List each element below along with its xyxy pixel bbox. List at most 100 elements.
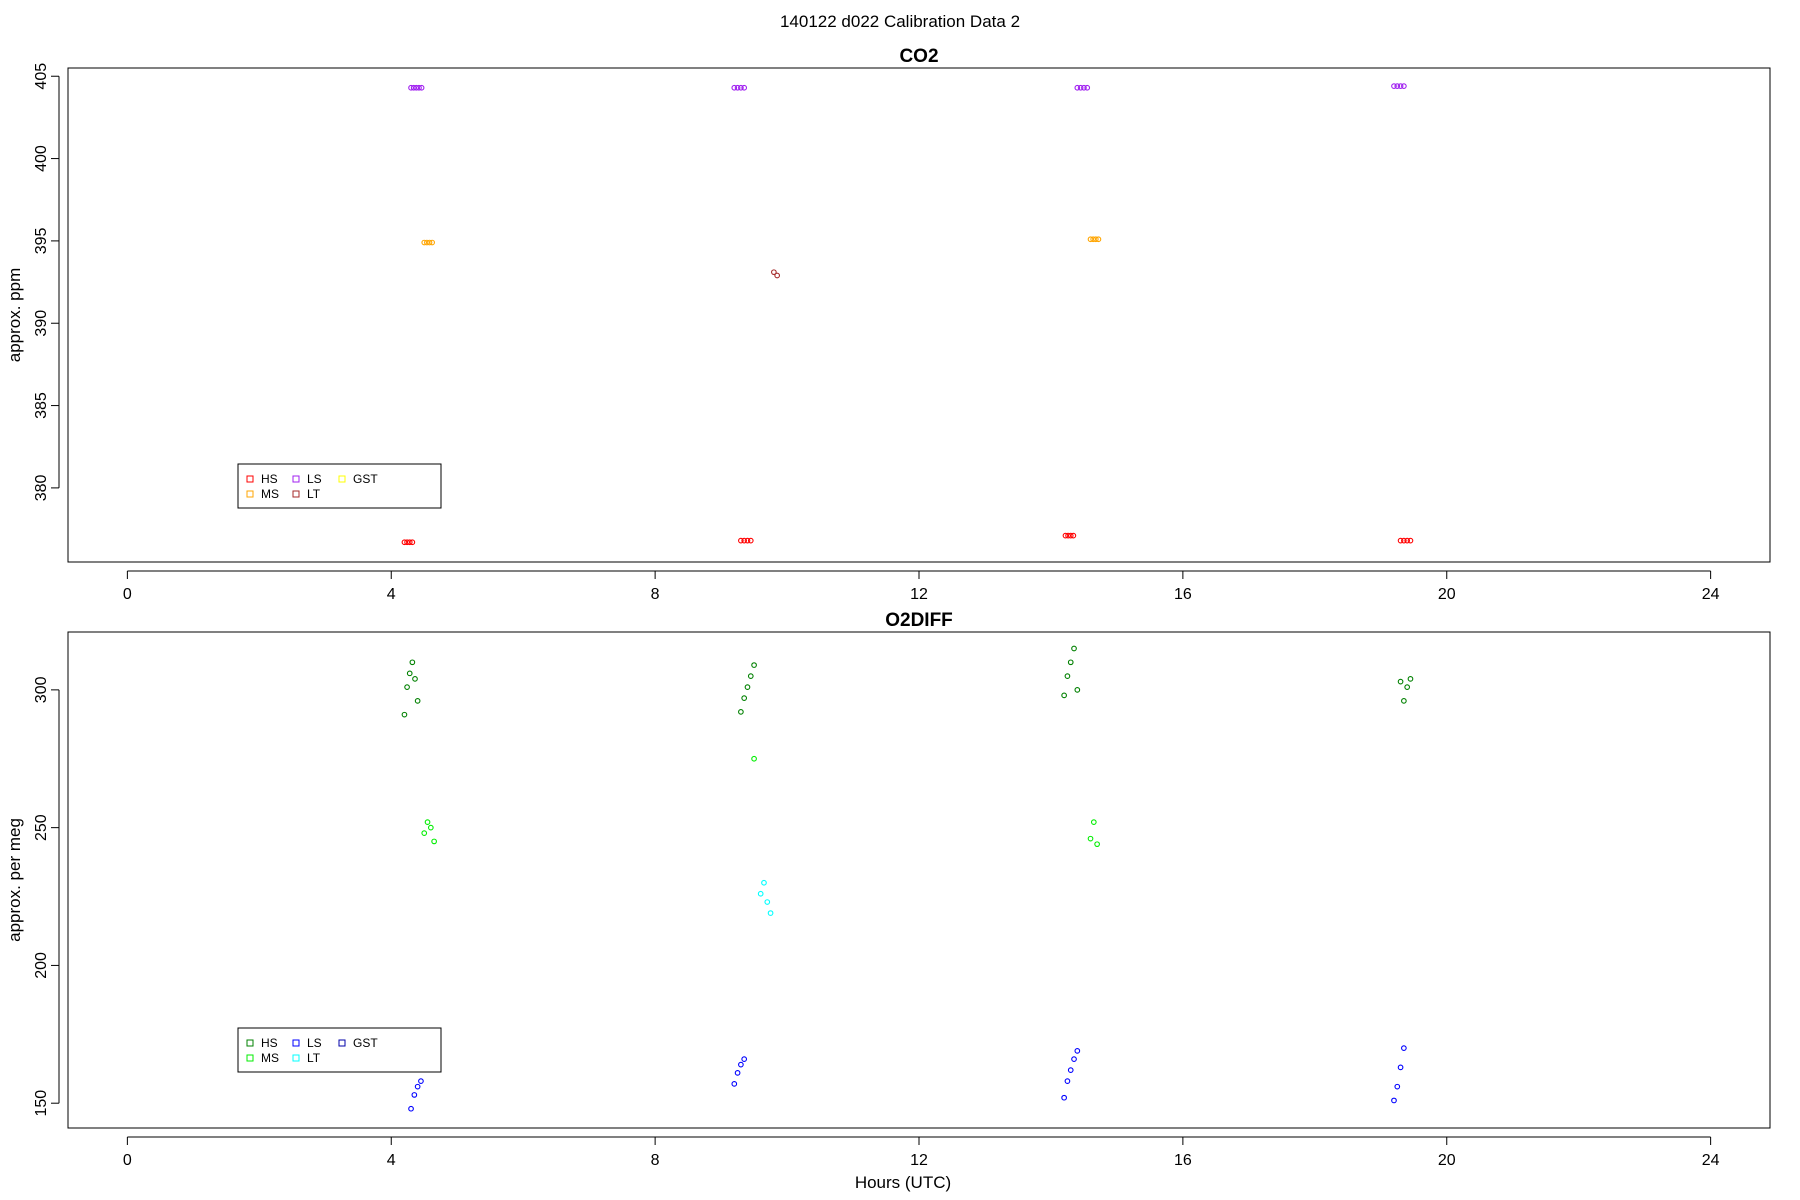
figure-xlabel: Hours (UTC) (855, 1173, 951, 1192)
legend-box (237, 1027, 442, 1073)
data-point (1090, 236, 1097, 243)
legend-box (237, 463, 442, 509)
y-tick-label: 395 (33, 227, 50, 254)
data-point (751, 662, 757, 668)
data-point (411, 1092, 418, 1098)
series-lt (771, 269, 781, 279)
data-point (1397, 1064, 1404, 1071)
x-tick-label: 24 (1702, 586, 1720, 603)
x-tick-label: 0 (123, 586, 132, 603)
data-point (774, 272, 781, 279)
series-hs (401, 532, 1414, 546)
data-point (757, 890, 764, 897)
data-point (1397, 537, 1404, 544)
data-point (1065, 532, 1071, 539)
legend-label: HS (261, 472, 278, 486)
legend-swatch (292, 1054, 300, 1062)
legend-swatch (292, 1039, 300, 1047)
legend-label: LS (307, 472, 322, 486)
data-point (1092, 236, 1099, 243)
data-point (767, 910, 774, 916)
y-tick-label: 390 (33, 310, 50, 337)
data-point (421, 239, 428, 246)
data-point (429, 239, 435, 246)
data-point (1394, 83, 1401, 89)
legend-swatch (292, 475, 300, 483)
y-tick-label: 400 (33, 145, 50, 172)
data-point (416, 84, 422, 91)
data-point (409, 659, 416, 666)
y-tick-label: 250 (33, 814, 50, 841)
x-tick-label: 4 (387, 1152, 396, 1169)
data-point (424, 239, 430, 246)
data-point (1070, 532, 1077, 539)
data-point (404, 684, 410, 690)
data-point (1061, 1094, 1067, 1101)
data-point (751, 755, 757, 762)
data-point (401, 711, 408, 718)
legend-swatch (246, 1039, 254, 1047)
panel-title: CO2 (899, 46, 938, 67)
data-point (1087, 835, 1094, 842)
y-tick-label: 385 (33, 392, 50, 419)
data-point (1061, 692, 1067, 699)
data-point (1064, 673, 1071, 679)
data-point (406, 539, 413, 546)
x-tick-label: 8 (651, 1152, 660, 1169)
data-point (1391, 1097, 1397, 1104)
x-tick-label: 0 (123, 1152, 132, 1169)
legend-label: GST (353, 472, 378, 486)
data-point (738, 537, 744, 544)
x-tick-label: 16 (1174, 1152, 1192, 1169)
data-point (1071, 1056, 1077, 1062)
x-tick-label: 20 (1438, 1152, 1456, 1169)
data-point (1077, 84, 1084, 91)
data-point (410, 84, 417, 91)
data-point (1401, 698, 1407, 704)
data-point (1401, 83, 1407, 89)
legend-swatch (246, 490, 254, 498)
y-tick-label: 200 (33, 952, 50, 979)
x-tick-label: 4 (387, 586, 396, 603)
data-point (747, 537, 754, 544)
legend-label: LT (307, 1051, 321, 1065)
data-point (1095, 236, 1102, 243)
data-point (744, 537, 751, 544)
data-point (738, 709, 744, 715)
data-point (1074, 84, 1081, 91)
data-point (741, 1056, 748, 1062)
data-point (741, 84, 748, 91)
legend-label: MS (261, 487, 279, 501)
plot-frame (67, 631, 1771, 1129)
x-tick-label: 12 (910, 1152, 928, 1169)
x-tick-label: 24 (1702, 1152, 1720, 1169)
legend-swatch (246, 475, 254, 483)
data-point (744, 684, 751, 690)
data-point (1064, 1078, 1071, 1085)
legend-swatch (292, 490, 300, 498)
data-point (406, 670, 413, 677)
data-point (1090, 819, 1097, 825)
series-ms (421, 236, 1102, 246)
data-point (418, 1078, 424, 1085)
legend-label: GST (353, 1036, 378, 1050)
legend-label: LT (307, 487, 321, 501)
data-point (734, 1070, 741, 1076)
data-point (408, 1105, 414, 1112)
series-lt (757, 879, 774, 916)
data-point (1067, 532, 1074, 539)
data-point (1084, 84, 1091, 91)
series-ms (421, 755, 1100, 848)
data-point (1081, 84, 1087, 91)
y-tick-label: 380 (33, 474, 50, 501)
y-axis-label: approx. ppm (5, 268, 24, 363)
legend-label: MS (261, 1051, 279, 1065)
x-tick-label: 12 (910, 586, 928, 603)
data-point (409, 539, 416, 546)
data-point (747, 673, 754, 679)
data-point (404, 539, 410, 546)
series-hs (401, 645, 1414, 718)
y-tick-label: 150 (33, 1090, 50, 1117)
